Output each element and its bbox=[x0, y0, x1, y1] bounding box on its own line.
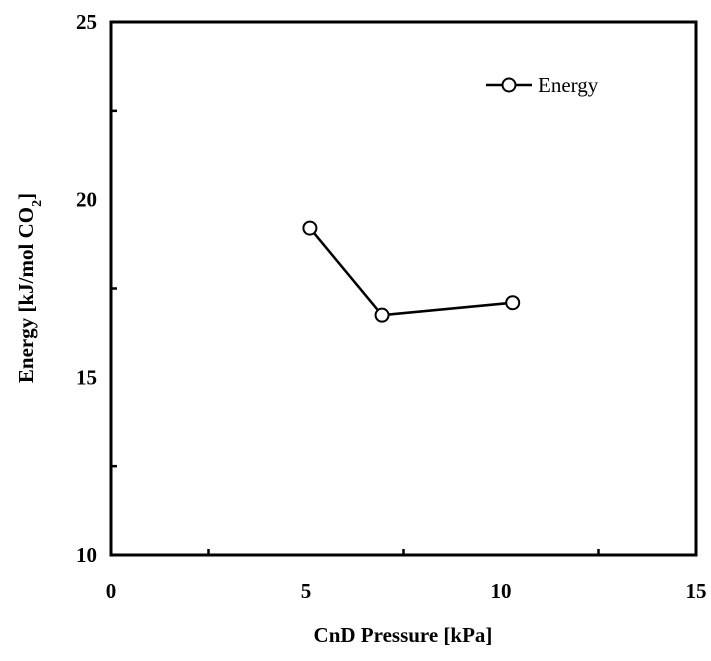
plot-area-frame bbox=[109, 20, 698, 557]
y-axis-title-main: Energy [kJ/mol CO bbox=[14, 207, 38, 383]
legend-label: Energy bbox=[538, 73, 599, 97]
axis-tick-labels: 0 5 10 15 10 15 20 25 bbox=[76, 10, 707, 603]
x-tick-label: 0 bbox=[106, 579, 117, 603]
x-tick-label: 15 bbox=[686, 579, 707, 603]
data-point bbox=[302, 220, 318, 236]
axis-ticks bbox=[111, 109, 600, 555]
y-axis-title: Energy [kJ/mol CO2] bbox=[14, 193, 45, 383]
legend-marker-icon bbox=[501, 77, 517, 93]
x-tick-label: 10 bbox=[491, 579, 512, 603]
legend: Energy bbox=[486, 73, 599, 97]
y-axis-title-subscript: 2 bbox=[30, 200, 45, 207]
series-layer bbox=[302, 220, 521, 323]
x-tick-label: 5 bbox=[301, 579, 312, 603]
y-tick-label: 10 bbox=[76, 543, 97, 567]
series-line bbox=[308, 227, 513, 317]
data-point bbox=[505, 295, 521, 311]
y-axis-title-end: ] bbox=[14, 193, 38, 200]
y-tick-label: 25 bbox=[76, 10, 97, 34]
y-tick-label: 15 bbox=[76, 365, 97, 389]
x-axis-title: CnD Pressure [kPa] bbox=[314, 623, 493, 647]
data-point bbox=[374, 307, 390, 323]
y-tick-label: 20 bbox=[76, 188, 97, 212]
